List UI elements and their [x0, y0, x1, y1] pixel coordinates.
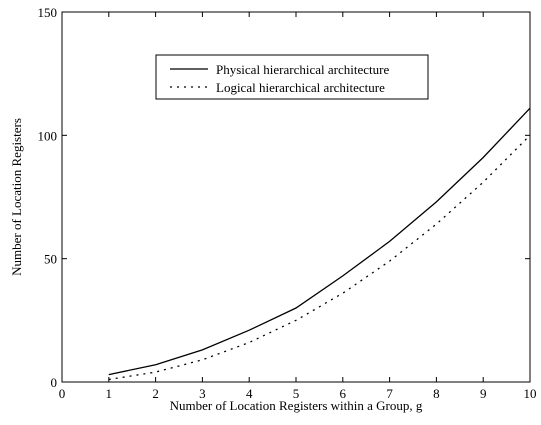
series-lines [108, 107, 531, 381]
y-tick-label-3: 150 [38, 5, 58, 20]
x-tick-label-3: 3 [199, 386, 206, 401]
y-tick-label-0: 0 [51, 375, 58, 390]
y-axis-title: Number of Location Registers [9, 118, 24, 276]
legend: Physical hierarchical architecture Logic… [155, 54, 429, 100]
x-tick-label-1: 1 [106, 386, 113, 401]
y-tick-label-2: 100 [38, 128, 58, 143]
y-tick-label-1: 50 [44, 252, 57, 267]
x-tick-label-2: 2 [152, 386, 159, 401]
legend-label-logical: Logical hierarchical architecture [216, 80, 385, 95]
x-tick-label-10: 10 [524, 386, 537, 401]
legend-box [155, 54, 429, 100]
x-tick-label-4: 4 [246, 386, 253, 401]
x-tick-label-7: 7 [386, 386, 393, 401]
x-tick-label-6: 6 [340, 386, 347, 401]
x-tick-label-0: 0 [59, 386, 66, 401]
x-axis-title: Number of Location Registers within a Gr… [170, 398, 423, 413]
x-tick-label-8: 8 [433, 386, 440, 401]
series-line-0 [108, 107, 531, 376]
x-tick-label-5: 5 [293, 386, 300, 401]
legend-label-physical: Physical hierarchical architecture [216, 62, 389, 77]
series-line-1 [108, 134, 531, 381]
x-tick-label-9: 9 [480, 386, 487, 401]
